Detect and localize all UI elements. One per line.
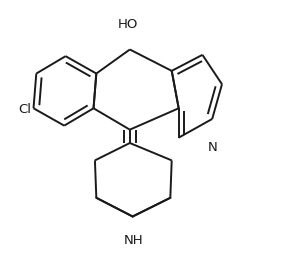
Text: N: N [207, 140, 217, 154]
Text: Cl: Cl [19, 103, 32, 116]
Text: NH: NH [124, 234, 144, 247]
Text: NH: NH [124, 234, 144, 247]
Text: HO: HO [118, 18, 139, 31]
